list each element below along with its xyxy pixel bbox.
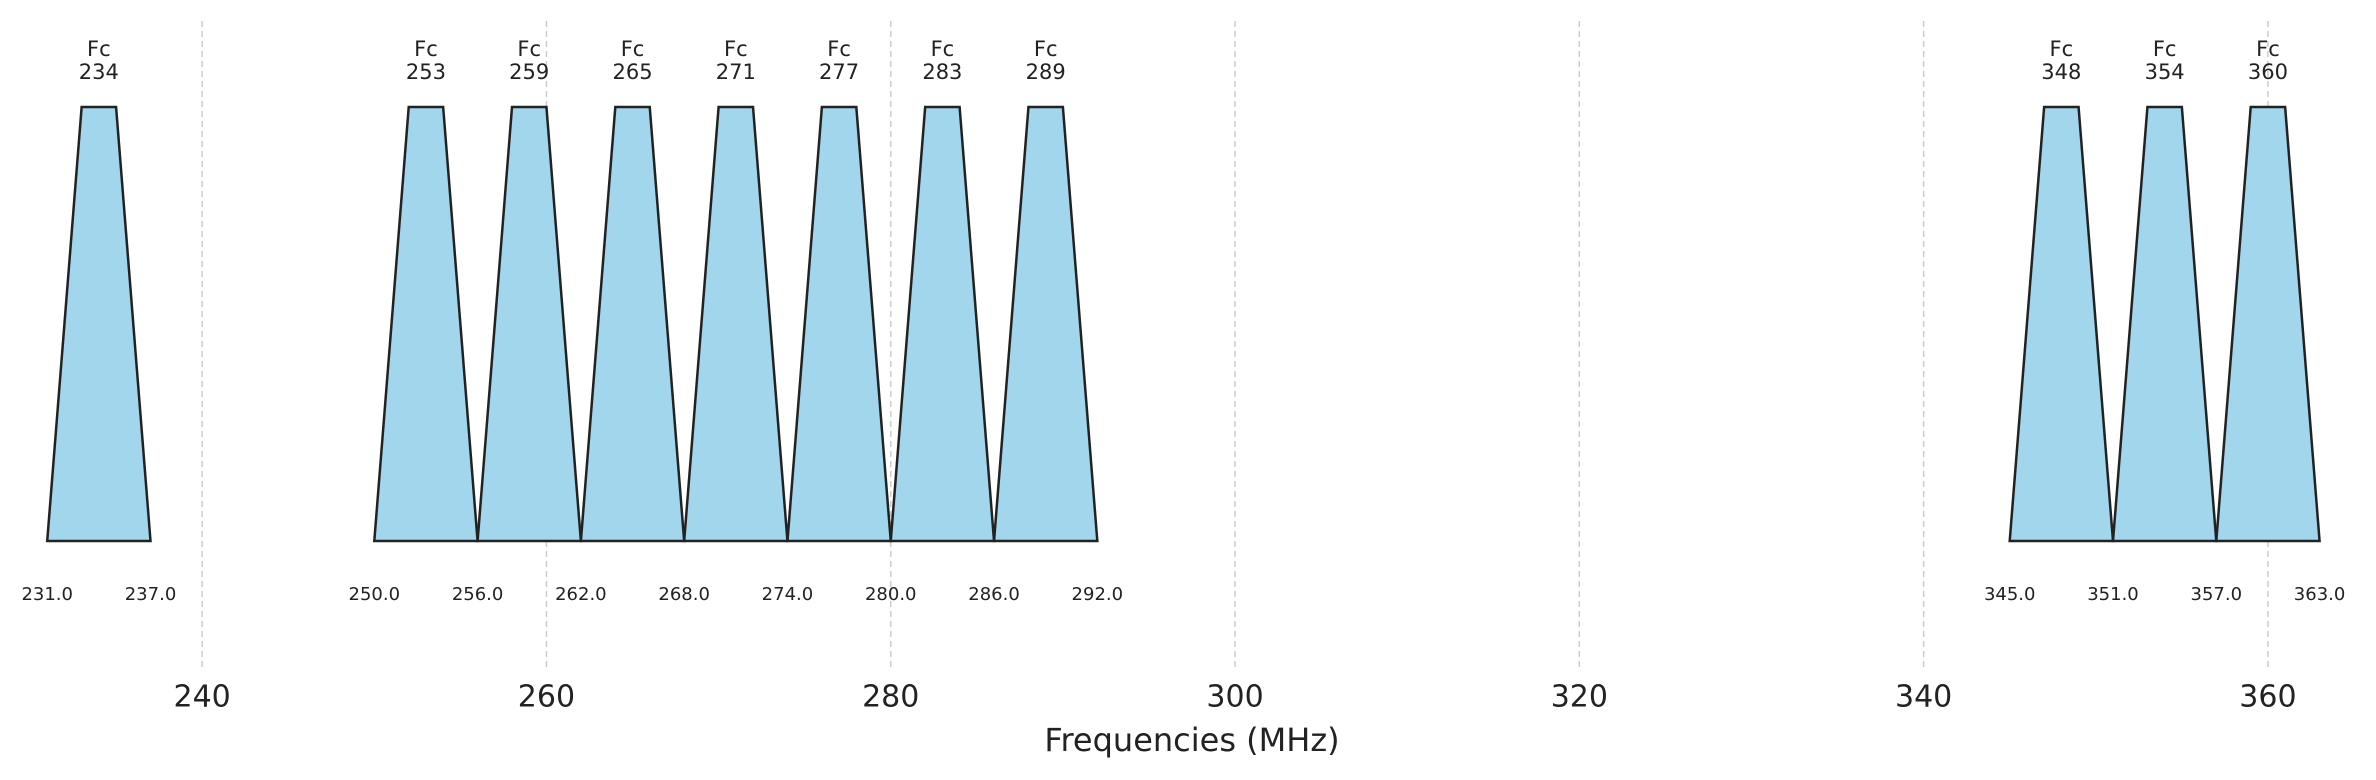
x-axis-label: Frequencies (MHz) [1044, 721, 1339, 759]
edge-label: 351.0 [2087, 584, 2139, 605]
channel [992, 105, 1099, 543]
channel [682, 105, 789, 543]
fc-value: 271 [716, 60, 756, 84]
fc-value: 289 [1026, 60, 1066, 84]
fc-value: 348 [2041, 60, 2081, 84]
edge-label: 345.0 [1984, 584, 2036, 605]
channel [476, 105, 583, 543]
edge-label: 237.0 [125, 584, 177, 605]
edge-label: 280.0 [865, 584, 917, 605]
edge-label: 357.0 [2191, 584, 2243, 605]
fc-label: Fc [621, 37, 645, 61]
fc-value: 234 [79, 60, 119, 84]
fc-label: Fc [827, 37, 851, 61]
fc-value: 253 [406, 60, 446, 84]
channel [579, 105, 686, 543]
fc-label: Fc [414, 37, 438, 61]
fc-value: 277 [819, 60, 859, 84]
channel [786, 105, 893, 543]
edge-label: 231.0 [21, 584, 73, 605]
channel [889, 105, 996, 543]
x-tick-label: 360 [2239, 680, 2296, 715]
fc-label: Fc [1034, 37, 1058, 61]
fc-value: 360 [2248, 60, 2288, 84]
edge-label: 286.0 [968, 584, 1020, 605]
fc-label: Fc [2256, 37, 2280, 61]
x-tick-label: 340 [1895, 680, 1952, 715]
fc-label: Fc [931, 37, 955, 61]
edge-label: 292.0 [1072, 584, 1124, 605]
fc-value: 265 [612, 60, 652, 84]
edge-label: 256.0 [452, 584, 504, 605]
x-tick-label: 320 [1551, 680, 1608, 715]
channel [45, 105, 152, 543]
edge-label: 274.0 [762, 584, 814, 605]
edge-label: 250.0 [349, 584, 401, 605]
x-tick-label: 260 [518, 680, 575, 715]
fc-label: Fc [517, 37, 541, 61]
channel [2008, 105, 2115, 543]
fc-value: 259 [509, 60, 549, 84]
x-tick-label: 280 [862, 680, 919, 715]
fc-label: Fc [724, 37, 748, 61]
fc-value: 283 [922, 60, 962, 84]
channel [2214, 105, 2321, 543]
fc-label: Fc [2050, 37, 2074, 61]
channel [2111, 105, 2218, 543]
x-tick-label: 240 [174, 680, 231, 715]
x-tick-label: 300 [1206, 680, 1263, 715]
edge-label: 268.0 [658, 584, 710, 605]
channel [372, 105, 479, 543]
edge-label: 363.0 [2294, 584, 2346, 605]
fc-label: Fc [87, 37, 111, 61]
edge-label: 262.0 [555, 584, 607, 605]
fc-value: 354 [2145, 60, 2185, 84]
fc-label: Fc [2153, 37, 2177, 61]
